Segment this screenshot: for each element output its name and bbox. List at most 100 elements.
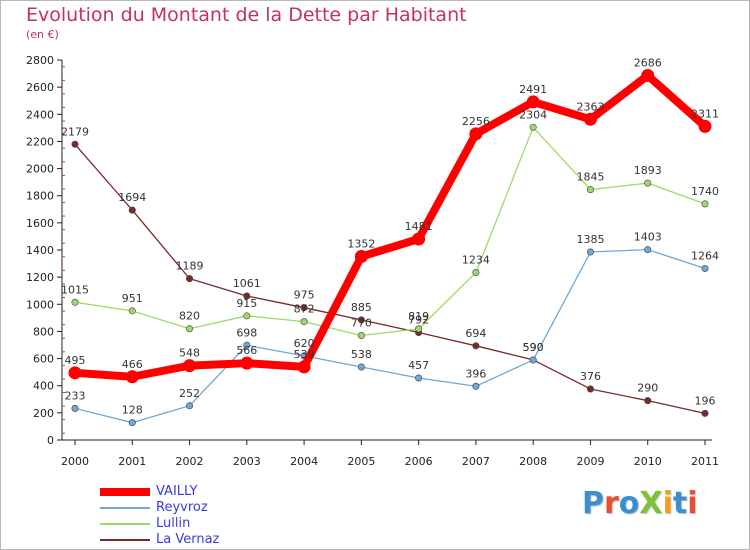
data-label: 975 bbox=[294, 289, 315, 302]
legend-swatch bbox=[100, 507, 150, 509]
x-tick-label: 2005 bbox=[347, 455, 375, 468]
y-tick-label: 2600 bbox=[26, 81, 54, 94]
data-label: 1015 bbox=[61, 283, 89, 296]
data-label: 770 bbox=[351, 317, 372, 330]
data-point bbox=[529, 356, 537, 364]
data-label: 590 bbox=[523, 341, 544, 354]
data-point bbox=[472, 342, 480, 350]
data-label: 290 bbox=[637, 382, 658, 395]
data-point bbox=[412, 232, 426, 246]
x-tick-label: 2006 bbox=[405, 455, 433, 468]
legend-swatch bbox=[100, 523, 150, 525]
data-point bbox=[68, 366, 82, 380]
data-point bbox=[415, 374, 423, 382]
data-point bbox=[186, 275, 194, 283]
data-label: 2311 bbox=[691, 107, 719, 120]
legend-label: VAILLY bbox=[156, 484, 198, 499]
chart-title: Evolution du Montant de la Dette par Hab… bbox=[26, 4, 467, 26]
data-point bbox=[243, 341, 251, 349]
data-label: 376 bbox=[580, 370, 601, 383]
data-label: 590 bbox=[523, 341, 544, 354]
legend-label: La Vernaz bbox=[156, 532, 220, 547]
data-point bbox=[186, 402, 194, 410]
data-point bbox=[529, 123, 537, 131]
data-label: 1740 bbox=[691, 185, 719, 198]
legend-swatch bbox=[100, 488, 150, 496]
data-point bbox=[644, 179, 652, 187]
data-label: 2363 bbox=[576, 100, 604, 113]
data-label: 1264 bbox=[691, 249, 719, 262]
y-tick-label: 600 bbox=[33, 353, 54, 366]
data-point bbox=[71, 404, 79, 412]
data-point bbox=[472, 269, 480, 277]
logo-letter: i bbox=[687, 486, 698, 521]
y-tick-label: 1200 bbox=[26, 271, 54, 284]
data-label: 792 bbox=[408, 314, 429, 327]
data-point bbox=[128, 419, 136, 427]
data-label: 1061 bbox=[233, 277, 261, 290]
data-point bbox=[701, 409, 709, 417]
data-point bbox=[243, 292, 251, 300]
data-label: 1385 bbox=[576, 233, 604, 246]
y-tick-label: 1400 bbox=[26, 244, 54, 257]
data-point bbox=[297, 360, 311, 374]
logo-letter: r bbox=[604, 486, 619, 521]
x-tick-label: 2004 bbox=[290, 455, 318, 468]
data-label: 694 bbox=[465, 327, 486, 340]
data-point bbox=[641, 68, 655, 82]
data-point bbox=[415, 325, 423, 333]
y-tick-label: 1800 bbox=[26, 190, 54, 203]
data-point bbox=[357, 316, 365, 324]
data-point bbox=[583, 112, 597, 126]
data-label: 2686 bbox=[634, 56, 662, 69]
data-point bbox=[469, 127, 483, 141]
data-label: 2491 bbox=[519, 83, 547, 96]
x-tick-label: 2003 bbox=[233, 455, 261, 468]
data-point bbox=[300, 304, 308, 312]
data-label: 457 bbox=[408, 359, 429, 372]
data-label: 566 bbox=[236, 344, 257, 357]
data-label: 2304 bbox=[519, 108, 547, 121]
data-label: 2179 bbox=[61, 125, 89, 138]
data-label: 538 bbox=[351, 348, 372, 361]
legend-swatch bbox=[100, 539, 150, 541]
data-point bbox=[354, 250, 368, 264]
x-tick-label: 2010 bbox=[634, 455, 662, 468]
logo-letter: X bbox=[639, 486, 663, 521]
data-label: 128 bbox=[122, 404, 143, 417]
data-point bbox=[586, 385, 594, 393]
data-label: 872 bbox=[294, 303, 315, 316]
data-label: 1694 bbox=[118, 191, 146, 204]
data-label: 885 bbox=[351, 301, 372, 314]
data-label: 1189 bbox=[176, 260, 204, 273]
data-label: 1481 bbox=[405, 220, 433, 233]
y-tick-label: 1600 bbox=[26, 217, 54, 230]
data-point bbox=[644, 246, 652, 254]
data-point bbox=[128, 307, 136, 315]
chart-legend: VAILLY Reyvroz Lullin La Vernaz bbox=[100, 484, 300, 548]
legend-item: La Vernaz bbox=[100, 532, 300, 548]
data-point bbox=[128, 206, 136, 214]
logo-letter: P bbox=[582, 486, 604, 521]
legend-label: Lullin bbox=[156, 516, 191, 531]
data-label: 233 bbox=[65, 389, 86, 402]
data-point bbox=[701, 200, 709, 208]
data-point bbox=[526, 95, 540, 109]
line-chart: 0 200 400 600 800 1000 1200 1400 1600 1800 2000 220… bbox=[26, 54, 719, 468]
y-tick-label: 0 bbox=[47, 434, 54, 447]
y-tick-label: 2200 bbox=[26, 135, 54, 148]
data-label: 819 bbox=[408, 310, 429, 323]
data-point bbox=[644, 397, 652, 405]
x-tick-label: 2001 bbox=[118, 455, 146, 468]
data-point bbox=[586, 248, 594, 256]
y-tick-label: 800 bbox=[33, 325, 54, 338]
data-label: 915 bbox=[236, 297, 257, 310]
data-point bbox=[125, 370, 139, 384]
y-tick-label: 400 bbox=[33, 380, 54, 393]
y-tick-label: 2400 bbox=[26, 108, 54, 121]
data-label: 1352 bbox=[347, 238, 375, 251]
logo-letter: o bbox=[618, 486, 640, 521]
data-point bbox=[701, 264, 709, 272]
data-label: 1403 bbox=[634, 231, 662, 244]
data-point bbox=[240, 356, 254, 370]
